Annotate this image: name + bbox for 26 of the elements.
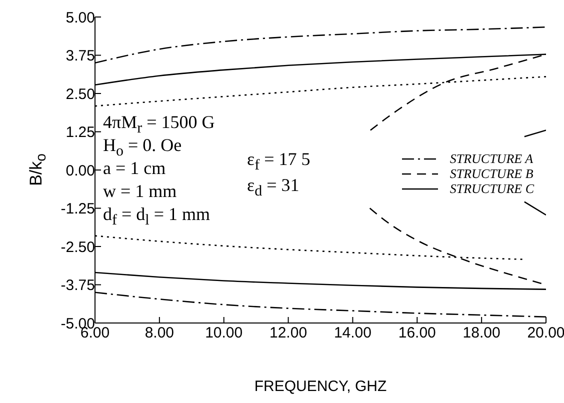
y-tick-label: -2.50 <box>60 238 95 256</box>
x-tick-label: 10.00 <box>205 324 243 342</box>
x-tick-label: 18.00 <box>462 324 500 342</box>
annotation: ε$_{f}$ = 17 5 <box>247 148 310 174</box>
x-axis-title: FREQUENCY, GHZ <box>254 378 387 395</box>
x-tick-label: 16.00 <box>398 324 436 342</box>
y-tick-label: -1.25 <box>60 200 95 218</box>
y-tick-label: 0.00 <box>66 162 95 180</box>
annotation: 4πM$_{r}$ = 1500 G <box>103 111 215 137</box>
x-tick-label: 14.00 <box>334 324 372 342</box>
legend-label: STRUCTURE A <box>450 150 534 166</box>
annotation: ε$_{d}$ = 31 <box>247 174 300 200</box>
y-tick-label: 2.50 <box>66 86 95 103</box>
y-tick-label: 3.75 <box>66 48 95 65</box>
x-tick-label: 20.00 <box>527 324 564 342</box>
y-tick-label: 5.00 <box>66 9 95 26</box>
annotation: d$_{f}$ = d$_{l}$ = 1 mm <box>103 203 211 229</box>
annotation: w = 1 mm <box>103 180 178 203</box>
annotation: H$_{o}$ = 0. Oe <box>103 134 183 160</box>
y-tick-label: -3.75 <box>60 277 95 294</box>
x-tick-label: 8.00 <box>144 324 174 342</box>
legend-label: STRUCTURE C <box>450 180 534 196</box>
y-tick-label: 1.25 <box>66 124 95 142</box>
x-tick-label: 12.00 <box>270 324 308 342</box>
legend-label: STRUCTURE B <box>450 166 534 182</box>
annotation: a = 1 cm <box>103 157 167 180</box>
